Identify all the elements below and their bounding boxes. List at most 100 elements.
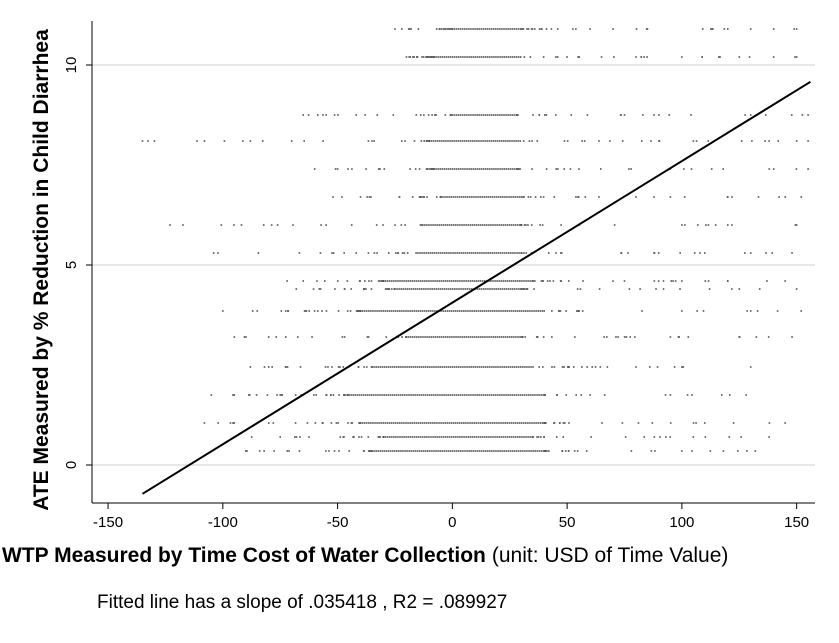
data-point [534, 394, 536, 396]
data-point [546, 450, 548, 452]
data-point [550, 28, 553, 30]
data-point [426, 196, 428, 198]
y-tick-label: 0 [63, 461, 80, 469]
data-point [295, 436, 298, 438]
data-point [431, 56, 434, 58]
data-point [375, 394, 377, 396]
data-point [426, 366, 429, 368]
data-point [455, 28, 458, 30]
data-point [707, 280, 710, 282]
data-point [452, 280, 455, 282]
data-point [479, 422, 482, 424]
data-point [561, 450, 564, 452]
data-point [494, 422, 496, 424]
data-point [495, 288, 497, 290]
data-point [795, 56, 798, 58]
data-point [493, 196, 496, 198]
data-point [488, 366, 491, 368]
data-point [583, 140, 586, 142]
data-point [499, 252, 502, 254]
data-point [657, 252, 660, 254]
data-point [438, 28, 441, 30]
data-point [531, 280, 534, 282]
data-point [500, 422, 502, 424]
data-point [417, 422, 420, 424]
data-point [386, 280, 389, 282]
data-point [385, 450, 388, 452]
data-point [477, 196, 479, 198]
data-point [525, 310, 527, 312]
data-point [439, 288, 442, 290]
data-point [500, 436, 503, 438]
data-point [406, 288, 409, 290]
data-point [790, 114, 793, 116]
data-point [427, 288, 429, 290]
data-point [801, 114, 804, 116]
data-point [429, 288, 431, 290]
data-point [487, 196, 490, 198]
data-point [509, 114, 511, 116]
data-point [662, 288, 665, 290]
data-point [412, 366, 415, 368]
data-point [519, 436, 521, 438]
data-point [343, 336, 346, 338]
data-point [697, 224, 699, 226]
data-point [411, 336, 414, 338]
data-point [460, 422, 463, 424]
data-point [403, 252, 406, 254]
data-point [491, 288, 493, 290]
data-point [485, 196, 488, 198]
x-ticks: -150 -100 -50 0 50 100 150 [93, 503, 809, 531]
data-point [275, 336, 278, 338]
data-point [412, 56, 414, 58]
data-point [795, 224, 798, 226]
data-point [464, 196, 467, 198]
data-point [526, 450, 528, 452]
data-point [436, 280, 439, 282]
data-point [469, 224, 472, 226]
x-tick-label: 50 [559, 514, 576, 531]
data-point [512, 280, 515, 282]
data-point [248, 394, 250, 396]
data-point [489, 252, 492, 254]
data-point [569, 168, 572, 170]
data-point [322, 140, 324, 142]
data-point [522, 310, 525, 312]
data-point [462, 252, 465, 254]
data-point [708, 288, 711, 290]
data-point [379, 436, 382, 438]
data-point [370, 288, 373, 290]
data-point [460, 310, 463, 312]
data-point [643, 436, 646, 438]
data-point [372, 310, 374, 312]
data-point [489, 288, 491, 290]
data-point [332, 196, 334, 198]
data-point [656, 366, 659, 368]
data-point [267, 422, 270, 424]
data-point [701, 56, 703, 58]
data-point [418, 450, 421, 452]
data-point [573, 450, 576, 452]
data-point [423, 114, 425, 116]
data-point [415, 310, 418, 312]
data-point [468, 366, 470, 368]
data-point [416, 450, 419, 452]
data-point [390, 288, 393, 290]
data-point [506, 280, 509, 282]
data-point [426, 336, 428, 338]
data-point [414, 450, 417, 452]
data-point [420, 366, 423, 368]
data-point [413, 140, 416, 142]
data-point [457, 224, 459, 226]
data-point [324, 280, 326, 282]
data-point [401, 394, 404, 396]
data-point [480, 336, 482, 338]
data-point [446, 224, 449, 226]
data-point [477, 252, 479, 254]
data-point [504, 224, 507, 226]
data-point [584, 196, 587, 198]
data-point [460, 252, 463, 254]
data-point [455, 114, 458, 116]
data-point [367, 336, 370, 338]
data-point [440, 422, 442, 424]
